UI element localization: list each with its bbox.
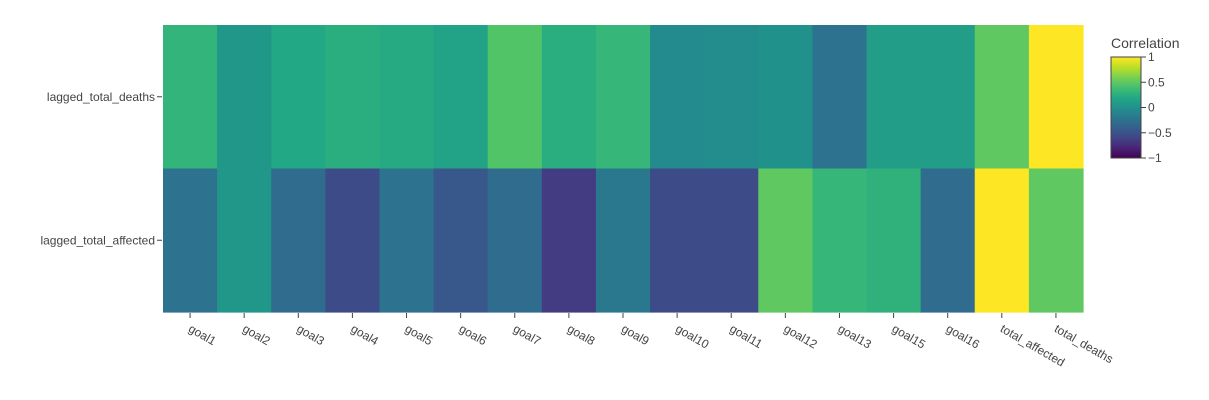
x-tick-label: goal9 (619, 321, 652, 348)
heatmap-cell (541, 25, 597, 170)
heatmap-cell (758, 168, 814, 313)
y-tick-label: lagged_total_deaths (47, 90, 155, 104)
colorbar-gradient (1110, 56, 1142, 159)
heatmap-cell (487, 168, 543, 313)
x-tick-label: goal13 (836, 321, 874, 351)
heatmap-cell (650, 25, 705, 170)
heatmap-cell (487, 25, 543, 170)
x-tick-label: goal8 (565, 321, 598, 348)
heatmap-cell (217, 168, 272, 313)
heatmap-cell (595, 168, 651, 313)
heatmap-cell (541, 168, 597, 313)
x-tick-label: goal1 (186, 321, 219, 348)
colorbar: Correlation 1 0.5 0 −0.5 −1 (1110, 35, 1179, 165)
x-axis: goal1 goal2 goal3 goal4 goal5 goal6 goal7 goal8… (186, 313, 1116, 369)
x-tick-label: goal10 (673, 321, 711, 351)
heatmap-cell (433, 168, 489, 313)
heatmap-cell (920, 25, 976, 170)
colorbar-ticks: 1 0.5 0 −0.5 −1 (1141, 50, 1172, 165)
heatmap-cell (974, 168, 1030, 313)
x-tick-label: goal12 (781, 321, 819, 351)
x-tick-label: goal4 (349, 321, 382, 348)
colorbar-tick-label: −0.5 (1148, 126, 1172, 140)
x-tick-label: goal15 (890, 321, 928, 351)
heatmap-cell (866, 25, 922, 170)
x-tick-label: goal16 (944, 321, 982, 351)
heatmap-cell (812, 25, 868, 170)
colorbar-tick-label: 1 (1148, 50, 1155, 64)
heatmap-cell (379, 168, 435, 313)
x-tick-label: goal11 (727, 321, 765, 351)
heatmap-cell (163, 168, 218, 313)
heatmap-cell (325, 168, 381, 313)
y-axis: lagged_total_deaths lagged_total_affected (40, 90, 162, 247)
heatmap-cell (325, 25, 381, 170)
x-tick-label: goal6 (457, 321, 490, 348)
x-tick-label: goal2 (240, 321, 273, 348)
colorbar-tick-label: −1 (1148, 151, 1162, 165)
heatmap-cell (1028, 168, 1084, 313)
heatmap-cell (271, 168, 326, 313)
colorbar-tick-label: 0.5 (1148, 75, 1165, 89)
heatmap-cell (271, 25, 326, 170)
heatmap-cell (920, 168, 976, 313)
x-tick-label: goal7 (511, 321, 544, 348)
heatmap-cell (704, 25, 759, 170)
heatmap-cell (379, 25, 435, 170)
heatmap-cell (650, 168, 705, 313)
heatmap-cells (163, 25, 1084, 313)
heatmap-cell (595, 25, 651, 170)
x-tick-label: goal3 (294, 321, 327, 348)
heatmap-cell (974, 25, 1030, 170)
heatmap-cell (758, 25, 814, 170)
heatmap-cell (433, 25, 489, 170)
colorbar-title: Correlation (1111, 35, 1179, 51)
heatmap-cell (1028, 25, 1084, 170)
heatmap-cell (866, 168, 922, 313)
heatmap-cell (812, 168, 868, 313)
colorbar-tick-label: 0 (1148, 101, 1155, 115)
heatmap-cell (163, 25, 218, 170)
y-tick-label: lagged_total_affected (40, 233, 155, 247)
heatmap-cell (704, 168, 759, 313)
x-tick-label: goal5 (403, 321, 436, 348)
heatmap-cell (217, 25, 272, 170)
